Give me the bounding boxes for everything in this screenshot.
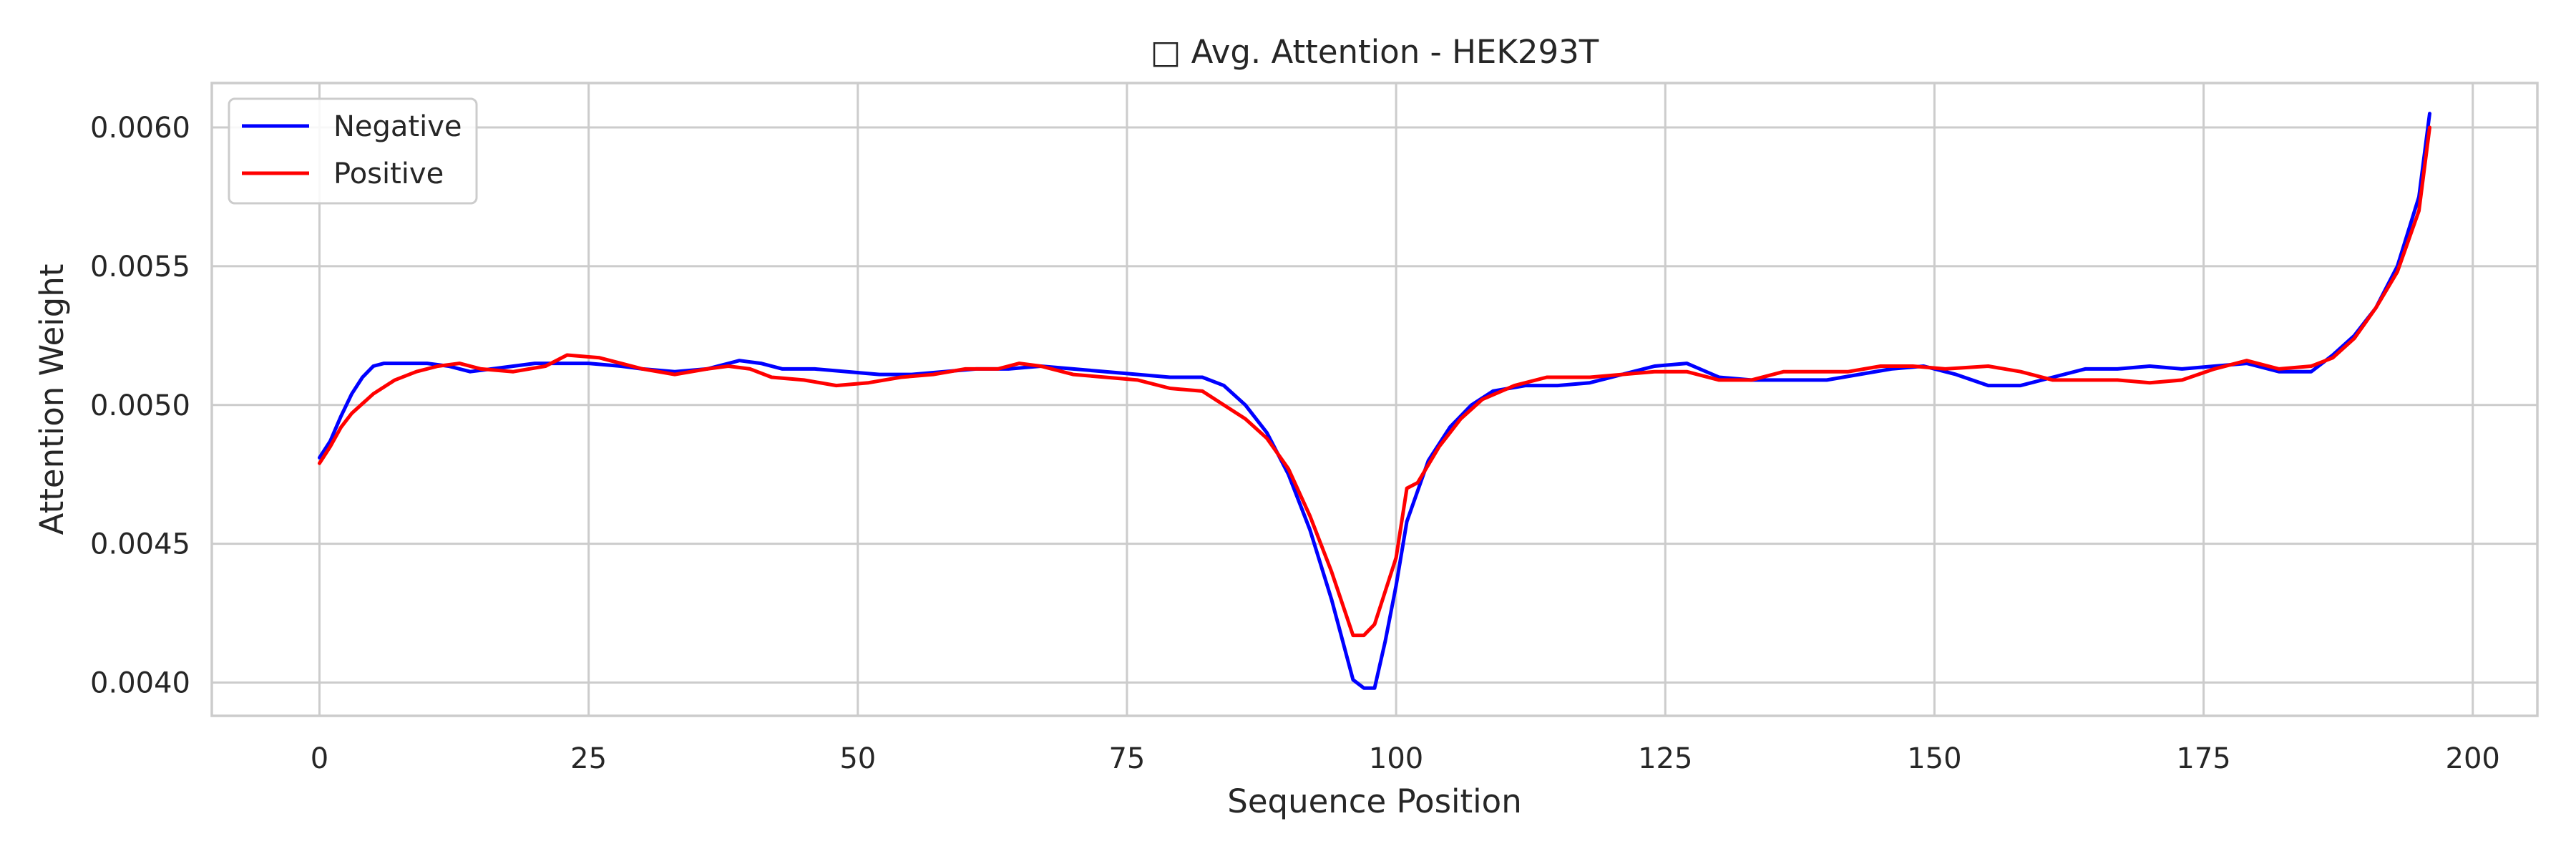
x-tick-labels: 0 25 50 75 100 125 150 175 200 bbox=[311, 742, 2500, 775]
x-axis-title: Sequence Position bbox=[1227, 782, 1521, 820]
x-tick-label: 150 bbox=[1907, 742, 1961, 775]
y-tick-label: 0.0050 bbox=[90, 389, 190, 422]
x-tick-label: 25 bbox=[570, 742, 607, 775]
y-axis-title: Attention Weight bbox=[33, 264, 71, 535]
x-tick-label: 175 bbox=[2176, 742, 2230, 775]
y-tick-label: 0.0045 bbox=[90, 528, 190, 561]
legend-label-positive: Positive bbox=[333, 157, 444, 190]
plot-frame bbox=[210, 82, 2539, 717]
series-line-negative bbox=[318, 112, 2431, 690]
x-tick-label: 125 bbox=[1638, 742, 1692, 775]
x-tick-label: 50 bbox=[839, 742, 876, 775]
legend-label-negative: Negative bbox=[333, 110, 462, 143]
y-tick-labels: 0.0040 0.0045 0.0050 0.0055 0.0060 bbox=[90, 112, 190, 699]
legend: Negative Positive bbox=[228, 97, 478, 205]
y-tick-label: 0.0040 bbox=[90, 666, 190, 699]
chart-title: □ Avg. Attention - HEK293T bbox=[1151, 33, 1599, 71]
x-tick-label: 100 bbox=[1369, 742, 1423, 775]
y-tick-label: 0.0055 bbox=[90, 251, 190, 283]
x-tick-label: 0 bbox=[311, 742, 328, 775]
x-tick-label: 75 bbox=[1108, 742, 1145, 775]
series-line-positive bbox=[318, 125, 2431, 638]
series-lines bbox=[318, 112, 2431, 690]
x-tick-label: 200 bbox=[2446, 742, 2500, 775]
y-tick-label: 0.0060 bbox=[90, 112, 190, 145]
